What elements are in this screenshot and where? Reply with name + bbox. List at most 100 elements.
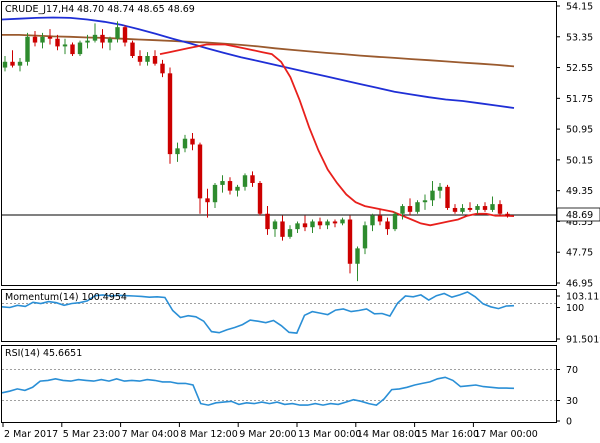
time-tick-label: 14 Mar 08:00 xyxy=(357,429,420,440)
rsi-tick-label: 70 xyxy=(566,365,578,376)
candle-body xyxy=(347,219,353,264)
candle xyxy=(370,213,375,232)
candle xyxy=(130,40,135,58)
candle xyxy=(100,29,105,49)
candle-body xyxy=(415,202,420,212)
candle xyxy=(362,221,368,255)
candle-body xyxy=(115,27,120,39)
price-axis: 54.15 53.35 52.55 51.75 50.95 50.15 49.35 48.55… xyxy=(556,2,593,290)
candle-body xyxy=(47,36,53,39)
candle-body xyxy=(32,36,38,43)
candle xyxy=(430,181,435,207)
candle-body xyxy=(235,186,240,191)
candle xyxy=(85,34,90,49)
candle xyxy=(400,204,405,220)
candle xyxy=(160,59,165,78)
momentum-tick-label: 103.1135 xyxy=(566,292,600,303)
candle-body xyxy=(257,182,263,214)
candle-body xyxy=(130,42,135,57)
candle-body xyxy=(340,219,345,224)
candle-body xyxy=(317,221,323,226)
candle-body xyxy=(85,40,90,43)
momentum-tick-label: 100 xyxy=(566,303,584,314)
momentum-panel[interactable] xyxy=(1,289,557,342)
candle xyxy=(295,221,300,233)
candle xyxy=(17,57,23,72)
candle-body xyxy=(407,206,413,212)
candle xyxy=(460,204,465,214)
current-price-tag: 48.69 xyxy=(556,207,600,222)
candle-body xyxy=(497,204,503,214)
rsi-label: RSI(14) 45.6651 xyxy=(5,348,82,359)
candle-body xyxy=(40,36,45,43)
candle-body xyxy=(385,221,390,230)
candle-body xyxy=(160,63,165,74)
candle-body xyxy=(280,221,285,237)
candle xyxy=(437,182,443,199)
candle-body xyxy=(190,138,195,145)
price-tick-label: 48.55 xyxy=(566,217,593,228)
price-tick-label: 54.15 xyxy=(566,2,593,13)
candle-body xyxy=(100,34,105,43)
rsi-axis: 70 30 0 xyxy=(556,365,578,428)
candle-body xyxy=(287,229,293,237)
candle xyxy=(265,206,270,235)
candle xyxy=(220,175,225,193)
candle xyxy=(332,219,338,228)
candle-body xyxy=(475,206,480,210)
price-tick-label: 50.95 xyxy=(566,125,593,136)
price-tick-label: 52.55 xyxy=(566,63,593,74)
time-tick-label: 8 Mar 12:00 xyxy=(180,429,237,440)
candle xyxy=(55,34,60,51)
momentum-tick-label: 91.5019 xyxy=(566,335,600,346)
candle xyxy=(137,50,143,66)
time-tick-label: 5 Mar 23:00 xyxy=(63,429,120,440)
candle-body xyxy=(77,42,83,55)
candle-body xyxy=(482,206,488,210)
candle xyxy=(70,42,75,57)
sma-short-line xyxy=(159,43,515,227)
candle xyxy=(205,188,210,218)
candle xyxy=(287,225,293,239)
time-tick-label: 13 Mar 00:00 xyxy=(298,429,361,440)
candle-body xyxy=(205,198,210,203)
candle xyxy=(377,209,383,226)
ohlc-values: 48.70 48.74 48.65 48.69 xyxy=(77,4,195,15)
candle-body xyxy=(55,38,60,47)
candle xyxy=(497,200,503,216)
candle xyxy=(92,23,98,43)
candle-body xyxy=(242,175,248,187)
candle-body xyxy=(325,221,330,226)
candle-body xyxy=(62,44,68,47)
candle xyxy=(407,198,413,216)
candle xyxy=(392,211,398,232)
candle xyxy=(257,181,263,216)
candle xyxy=(227,177,233,195)
candle-body xyxy=(302,223,308,228)
current-price-label: 48.69 xyxy=(566,210,593,221)
candle-body xyxy=(355,248,360,264)
candle xyxy=(235,184,240,197)
candle xyxy=(250,171,255,187)
candle xyxy=(167,67,173,164)
candle-body xyxy=(377,215,383,222)
candle-body xyxy=(70,44,75,55)
candle xyxy=(325,219,330,230)
candle xyxy=(182,134,188,153)
candle xyxy=(145,52,150,66)
candle-body xyxy=(392,213,398,230)
candle xyxy=(190,132,195,151)
candle-body xyxy=(17,61,23,66)
time-tick-label: 15 Mar 16:00 xyxy=(416,429,479,440)
candle-body xyxy=(197,144,203,199)
candle xyxy=(122,25,128,47)
rsi-panel[interactable] xyxy=(1,345,557,423)
time-tick-label: 2 Mar 2017 xyxy=(4,429,58,440)
main-chart-panel[interactable] xyxy=(1,1,557,286)
candle xyxy=(475,204,480,214)
symbol-label: CRUDE_J17,H4 xyxy=(5,4,74,15)
price-tick-label: 50.15 xyxy=(566,155,593,166)
candle-body xyxy=(430,190,435,201)
candle xyxy=(62,38,68,55)
